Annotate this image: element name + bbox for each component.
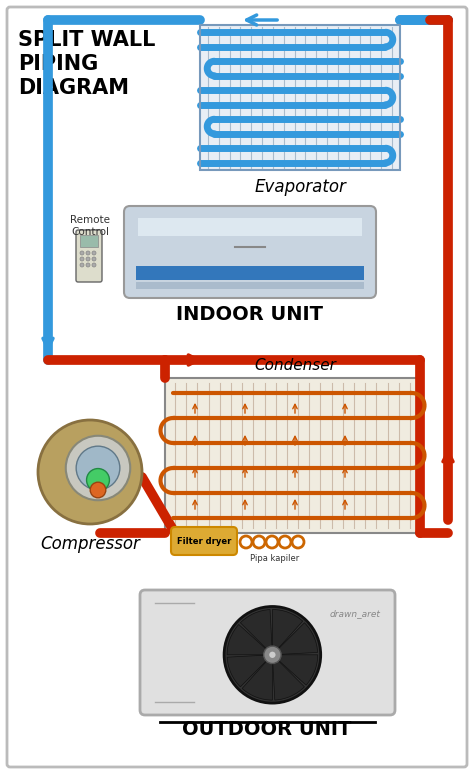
- Circle shape: [76, 446, 120, 490]
- FancyBboxPatch shape: [124, 206, 376, 298]
- Circle shape: [90, 482, 106, 498]
- FancyBboxPatch shape: [7, 7, 467, 767]
- Circle shape: [86, 251, 90, 255]
- Circle shape: [224, 607, 321, 703]
- Wedge shape: [240, 610, 273, 655]
- Circle shape: [86, 263, 90, 267]
- Circle shape: [80, 257, 84, 261]
- Bar: [138, 218, 362, 236]
- Wedge shape: [273, 655, 304, 700]
- Circle shape: [92, 257, 96, 261]
- Circle shape: [269, 651, 276, 659]
- Text: OUTDOOR UNIT: OUTDOOR UNIT: [182, 720, 352, 739]
- Text: SPLIT WALL
PIPING
DIAGRAM: SPLIT WALL PIPING DIAGRAM: [18, 30, 155, 98]
- Wedge shape: [273, 609, 303, 655]
- Bar: [136, 266, 364, 280]
- Text: Filter dryer: Filter dryer: [177, 537, 231, 546]
- Text: Evaporator: Evaporator: [254, 178, 346, 196]
- Bar: [200, 25, 400, 170]
- Text: drawn_aret: drawn_aret: [329, 609, 380, 618]
- Circle shape: [80, 263, 84, 267]
- Text: INDOOR UNIT: INDOOR UNIT: [176, 305, 323, 324]
- Wedge shape: [273, 655, 318, 685]
- Text: Remote
Control: Remote Control: [70, 215, 110, 237]
- Text: Condenser: Condenser: [254, 358, 336, 373]
- Wedge shape: [227, 655, 273, 687]
- Wedge shape: [227, 625, 273, 655]
- Bar: [136, 282, 364, 289]
- Circle shape: [80, 251, 84, 255]
- Circle shape: [38, 420, 142, 524]
- Circle shape: [264, 646, 281, 663]
- Bar: [200, 25, 400, 170]
- Bar: [165, 378, 420, 533]
- Circle shape: [92, 263, 96, 267]
- Text: Compressor: Compressor: [40, 535, 140, 553]
- Text: Pipa kapiler: Pipa kapiler: [250, 554, 300, 563]
- Bar: [80, 235, 98, 247]
- Wedge shape: [242, 655, 273, 700]
- FancyBboxPatch shape: [171, 527, 237, 555]
- FancyBboxPatch shape: [76, 230, 102, 282]
- FancyBboxPatch shape: [140, 590, 395, 715]
- Wedge shape: [273, 623, 318, 655]
- Circle shape: [92, 251, 96, 255]
- Circle shape: [66, 436, 130, 500]
- Circle shape: [86, 257, 90, 261]
- Circle shape: [87, 468, 109, 491]
